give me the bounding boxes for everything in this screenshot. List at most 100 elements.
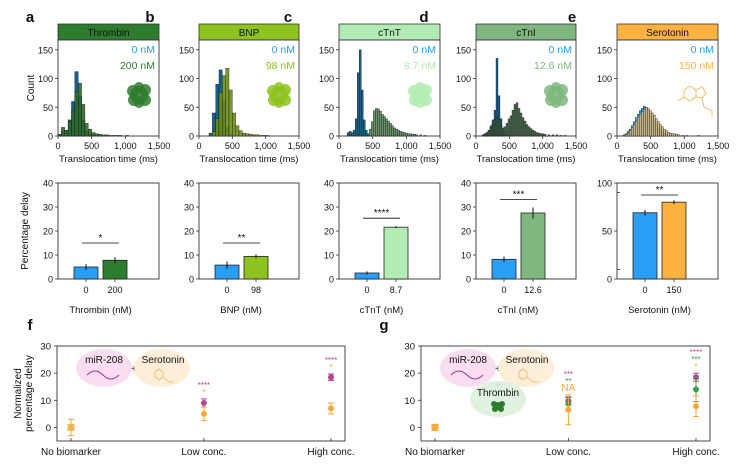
histogram-bar (225, 67, 230, 137)
histogram-bar (559, 135, 563, 137)
histogram-bar (423, 135, 427, 137)
protein-icon (127, 82, 151, 108)
histogram-bar (255, 134, 260, 137)
y-tick-label: 0 (410, 423, 415, 434)
significance-label: *** (564, 370, 573, 379)
y-tick-label: 150 (319, 45, 334, 55)
y-tick-label: 100 (597, 179, 612, 189)
histogram-bar (505, 123, 509, 137)
histogram-bar (527, 126, 531, 137)
x-tick-label: 500 (84, 141, 99, 151)
thrombin-protein-icon (491, 401, 505, 412)
histogram-bar (215, 118, 220, 137)
legend-entry: 0 nM (272, 44, 295, 56)
histogram-bar (655, 118, 658, 137)
y-tick-label: 50 (461, 103, 471, 113)
significance-label: ** (656, 185, 664, 196)
histogram-bar (503, 126, 507, 137)
serotonin-molecule-icon (154, 368, 174, 383)
panel-label-e: e (568, 9, 576, 26)
x-tick-label: 0 (336, 141, 341, 151)
histogram-bar (389, 123, 392, 137)
x-tick-label: 1,000 (531, 141, 554, 151)
legend-entry: 200 nM (120, 60, 155, 72)
histogram-bar (379, 111, 382, 137)
y-tick-label: 0 (466, 275, 471, 285)
x-tick-label: 1,000 (254, 141, 277, 151)
histogram-bar (415, 134, 418, 137)
x-axis-label: Translocation time (ms) (618, 154, 717, 165)
bar (520, 212, 546, 280)
y-tick-label: 50 (602, 103, 612, 113)
histogram-bar (555, 134, 559, 137)
y-tick-label: 100 (319, 74, 334, 84)
histogram-bar (359, 49, 362, 137)
y-tick-label: 100 (38, 74, 53, 84)
histogram-bar (94, 133, 99, 137)
histogram-bar (365, 130, 368, 137)
legend-entry: 0 nM (691, 44, 714, 56)
molecule-bond (526, 376, 538, 383)
molecule-bond (677, 96, 685, 102)
serotonin-bubble (498, 349, 554, 387)
histogram-bar (383, 116, 386, 137)
histogram-bar (405, 132, 408, 137)
y-tick-label: 0 (189, 275, 194, 285)
histogram-bar (391, 125, 394, 137)
histogram-bar (661, 126, 664, 137)
data-point (693, 403, 699, 410)
annotation-label: miR-208 (85, 355, 123, 366)
molecule-bond (162, 376, 174, 383)
y-tick-label: 150 (179, 45, 194, 55)
x-axis-label: BNP (nM) (220, 305, 262, 316)
y-tick-label: 10 (324, 251, 334, 261)
histogram-bar (395, 128, 398, 137)
scatter-panel-f: 0 10 20 30 No biomarker Low conc. High conc. No… (13, 342, 355, 459)
histogram-bar (361, 89, 364, 137)
annotation-plus: + (131, 364, 137, 375)
histogram-bar (624, 134, 628, 137)
y-tick-label: 0 (607, 275, 612, 285)
histogram-bar (373, 110, 376, 137)
y-tick-label: 0 (329, 275, 334, 285)
histogram-bar (489, 127, 493, 137)
histogram-bar (697, 135, 700, 137)
annotation-label: Serotonin (142, 355, 185, 366)
panel-title: Thrombin (87, 28, 129, 39)
mir208-bubble (440, 349, 496, 387)
panel-label-b: b (145, 9, 154, 26)
y-tick-label: 150 (38, 45, 53, 55)
legend-entry: 0 nM (549, 44, 572, 56)
histogram-bar (517, 108, 521, 137)
histogram-bar (242, 132, 246, 137)
data-point (328, 374, 334, 381)
y-axis-label: Count (26, 74, 37, 101)
histogram-bar (375, 108, 378, 137)
histogram-bar (363, 119, 366, 137)
significance-label: NA (561, 383, 575, 394)
histogram-bar (657, 121, 660, 137)
y-tick-label: 40 (461, 179, 471, 189)
legend-entry: 12.6 nM (534, 60, 572, 72)
x-tick-label: 0 (83, 285, 88, 295)
histogram-bar (533, 131, 537, 137)
histogram-bar (535, 132, 539, 137)
histogram-bar (497, 119, 501, 137)
histogram-bar (663, 128, 666, 137)
x-tick-label: 0 (196, 141, 201, 151)
x-tick-label: 1,500 (707, 141, 730, 151)
y-tick-label: 10 (43, 251, 53, 261)
x-tick-label: No biomarker (41, 447, 102, 458)
serotonin-bubble (134, 349, 190, 387)
histogram-bar (519, 112, 523, 137)
data-point (328, 405, 334, 412)
x-tick-label: High conc. (672, 447, 719, 458)
x-tick-label: High conc. (307, 447, 354, 458)
y-tick-label: 10 (404, 396, 415, 407)
histogram-bar (385, 118, 388, 137)
histogram-bar (653, 115, 656, 137)
histogram-bar (115, 135, 119, 137)
histogram-bar (501, 127, 505, 137)
rna-strand-icon (86, 370, 120, 380)
